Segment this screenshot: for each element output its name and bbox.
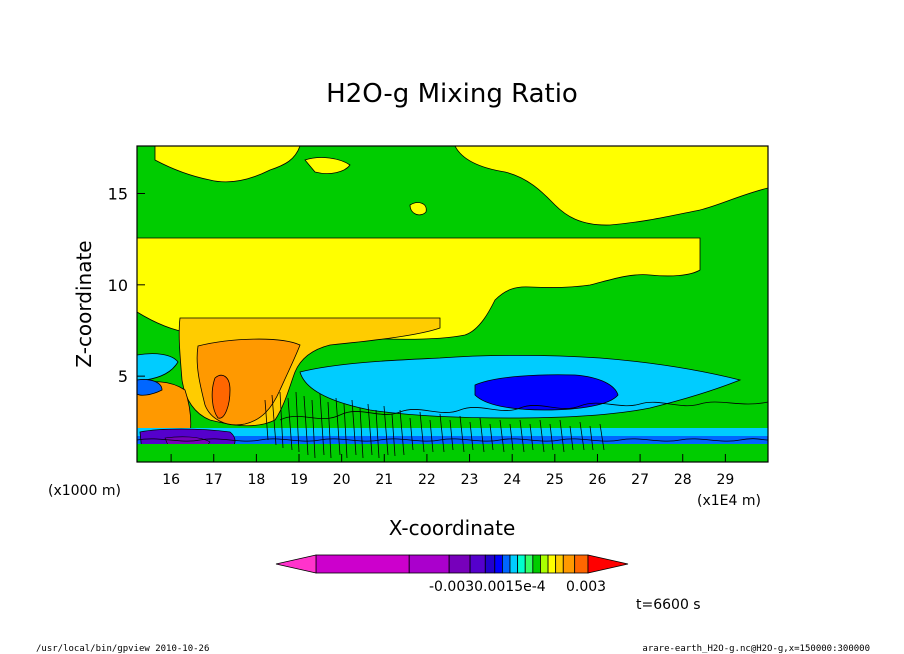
contour-field [137,146,768,462]
x-tick-label: 24 [503,472,521,488]
footer-right: arare-earth_H2O-g.nc@H2O-g,x=150000:3000… [642,644,870,654]
colorbar-min-arrow [275,554,317,574]
x-tick-label: 18 [247,472,265,488]
footer-left: /usr/local/bin/gpview 2010-10-26 [36,644,209,654]
x-tick-label: 16 [162,472,180,488]
x-tick-label: 28 [674,472,692,488]
x-tick-label: 21 [375,472,393,488]
y-axis-ticks: 5 10 15 [108,184,145,386]
colorbar-swatch [502,554,511,574]
wave-contours [137,391,768,459]
colorbar-swatch [547,554,557,574]
colorbar-swatch [555,554,564,574]
x-tick-label: 20 [333,472,351,488]
colorbar-swatch [540,554,549,574]
y-unit-label: (x1000 m) [48,483,121,499]
colorbar-swatch [494,554,503,574]
x-tick-label: 27 [631,472,649,488]
colorbar-label-overlap: -0.0030.0015e-4 [429,579,546,595]
colorbar-swatch [315,554,410,574]
chart-title: H2O-g Mixing Ratio [326,79,578,109]
plot-frame [136,145,769,463]
colorbar-swatch [408,554,450,574]
yellow-patch [304,157,351,174]
colorbar-swatch [517,554,526,574]
lower-cyan-band [137,428,768,438]
upper-right-yellow-region [454,146,768,226]
x-tick-label: 19 [290,472,308,488]
colorbar-swatch [509,554,519,574]
x-tick-label: 29 [716,472,734,488]
x-tick-label: 26 [589,472,607,488]
upper-yellow-region [154,146,301,183]
colorbar [275,554,629,574]
colorbar-swatch [484,554,496,574]
x-unit-label: (x1E4 m) [697,493,761,509]
ground-green-band [137,444,768,462]
x-axis-title: X-coordinate [389,516,516,540]
colorbar-swatch [448,554,471,574]
colorbar-max-arrow [587,554,629,574]
x-tick-label: 25 [546,472,564,488]
x-axis-ticks: 16 17 18 19 20 21 22 23 24 25 26 27 28 29 [162,454,734,488]
time-label: t=6600 s [636,597,701,613]
colorbar-swatch [532,554,541,574]
x-tick-label: 17 [205,472,223,488]
blue-left-region [137,379,163,396]
y-axis-title: Z-coordinate [72,240,96,367]
y-tick-label: 5 [118,367,128,386]
blue-core-region [474,374,619,411]
cyan-left-region [137,353,179,381]
colorbar-swatch [469,554,486,574]
y-tick-label: 15 [108,184,128,203]
colorbar-label-max: 0.003 [566,579,606,595]
dark-orange-core [211,374,231,419]
lower-blue-band [137,436,768,444]
x-tick-label: 22 [418,472,436,488]
colorbar-swatch [524,554,534,574]
y-tick-label: 10 [108,276,128,295]
yellow-patch [409,202,427,216]
colorbar-swatch [562,554,576,574]
x-tick-label: 23 [461,472,479,488]
colorbar-swatch [574,554,589,574]
